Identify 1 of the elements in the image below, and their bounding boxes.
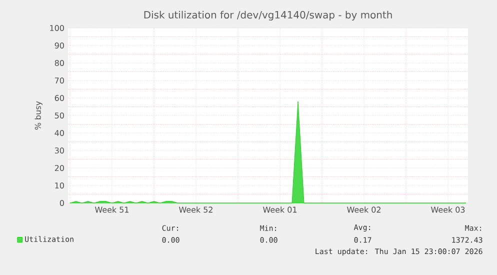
chart-title: Disk utilization for /dev/vg14140/swap - by month <box>144 10 392 21</box>
